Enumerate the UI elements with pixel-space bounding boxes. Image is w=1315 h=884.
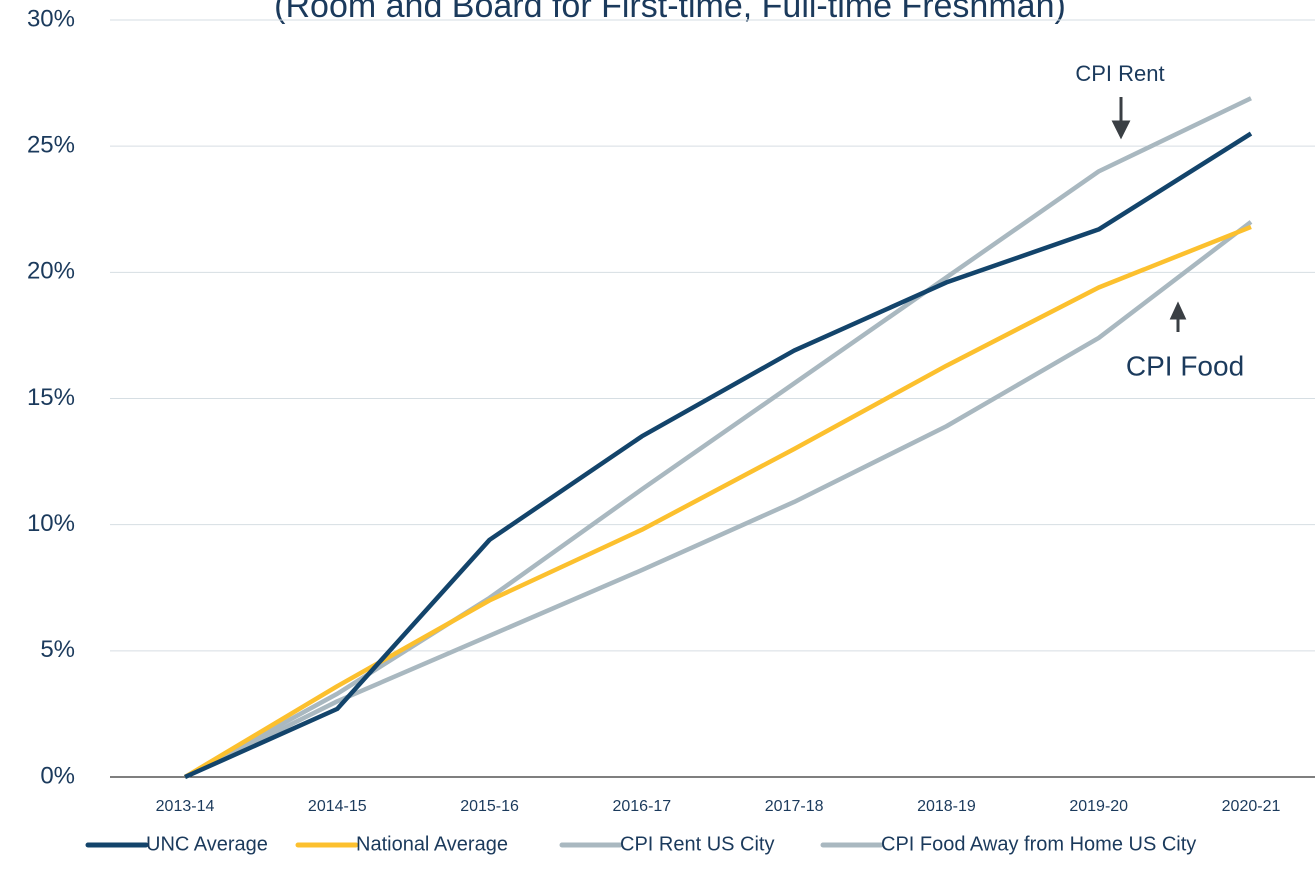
chart-subtitle: (Room and Board for First-time, Full-tim… xyxy=(274,0,1066,25)
y-tick-label: 10% xyxy=(27,510,75,537)
x-tick-label: 2019-20 xyxy=(1069,798,1128,815)
annotation-arrow xyxy=(1169,301,1187,332)
line-series xyxy=(183,224,1252,779)
annotation: CPI Rent xyxy=(1075,61,1164,86)
x-tick-label: 2015-16 xyxy=(460,798,519,815)
x-tick-label: 2020-21 xyxy=(1222,798,1281,815)
legend-label: UNC Average xyxy=(146,833,268,855)
x-tick-label: 2014-15 xyxy=(308,798,367,815)
y-tick-label: 0% xyxy=(40,762,75,789)
line-series xyxy=(184,131,1253,780)
y-tick-label: 25% xyxy=(27,132,75,159)
annotation-arrow xyxy=(1111,97,1131,140)
legend-label: CPI Food Away from Home US City xyxy=(881,833,1196,855)
x-tick-label: 2018-19 xyxy=(917,798,976,815)
legend-label: CPI Rent US City xyxy=(620,833,774,855)
annotation: CPI Food xyxy=(1126,350,1244,381)
x-tick-label: 2016-17 xyxy=(612,798,671,815)
x-tick-label: 2017-18 xyxy=(765,798,824,815)
y-tick-label: 20% xyxy=(27,258,75,285)
y-tick-label: 15% xyxy=(27,384,75,411)
line-series xyxy=(183,220,1253,780)
x-tick-label: 2013-14 xyxy=(156,798,215,815)
legend-label: National Average xyxy=(356,833,508,855)
y-tick-label: 5% xyxy=(40,636,75,663)
line-series xyxy=(183,96,1252,779)
y-tick-label: 30% xyxy=(27,5,75,32)
